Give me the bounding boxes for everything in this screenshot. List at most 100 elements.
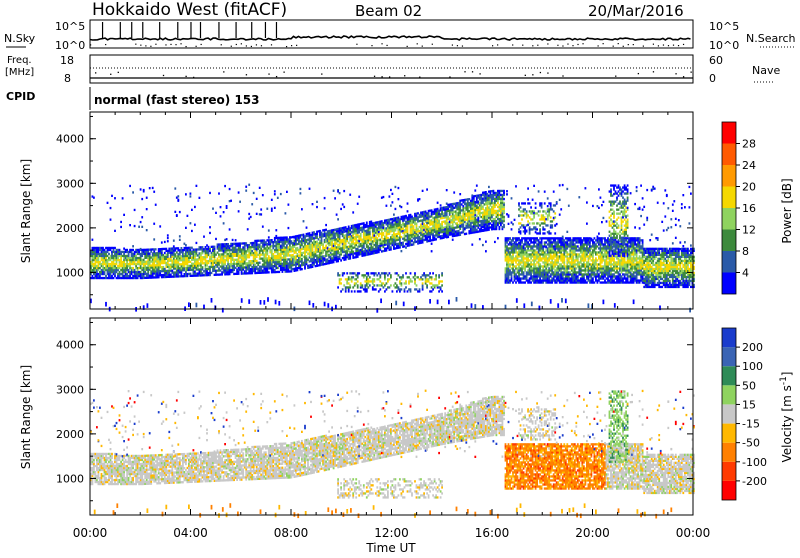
- power-cell: [384, 278, 386, 280]
- power-cell: [420, 212, 422, 214]
- power-cell: [416, 225, 418, 227]
- power-cell: [435, 276, 437, 278]
- noise-search-label: N.Search: [746, 32, 796, 45]
- power-cell: [340, 282, 342, 284]
- power-cell: [138, 251, 140, 253]
- power-cell: [512, 253, 514, 255]
- power-cell: [429, 272, 431, 274]
- power-cell: [340, 227, 342, 229]
- power-cell: [413, 243, 415, 245]
- power-cell: [506, 245, 508, 247]
- power-cell: [116, 271, 118, 273]
- power-cell: [187, 215, 189, 217]
- power-cell: [99, 273, 101, 275]
- power-cell: [280, 267, 282, 269]
- power-cell: [117, 269, 119, 271]
- power-cell: [480, 212, 482, 214]
- power-cell: [321, 264, 323, 266]
- power-cell: [405, 280, 407, 282]
- power-cell: [512, 223, 514, 225]
- power-cell: [346, 272, 348, 274]
- noise-search-dot: [577, 44, 578, 45]
- power-cell: [432, 288, 434, 290]
- power-cell: [521, 269, 523, 271]
- power-cell: [529, 216, 531, 218]
- power-cell: [378, 235, 380, 237]
- power-cell: [140, 263, 142, 265]
- power-cell: [532, 218, 534, 220]
- power-cell: [428, 274, 430, 276]
- power-cell: [364, 286, 366, 288]
- power-cell: [480, 206, 482, 208]
- power-cell: [360, 251, 362, 253]
- power-cell: [389, 272, 391, 274]
- power-cell: [220, 249, 222, 251]
- power-cell: [161, 252, 163, 254]
- power-cell: [441, 207, 443, 209]
- power-cell: [316, 233, 318, 235]
- power-cell: [280, 249, 282, 251]
- power-cell: [461, 231, 463, 233]
- power-cell: [131, 273, 133, 275]
- power-cell: [508, 277, 510, 279]
- power-cell: [535, 207, 537, 209]
- power-cell: [372, 286, 374, 288]
- power-cell: [188, 259, 190, 261]
- power-cell: [260, 208, 262, 210]
- freq-dot: [653, 71, 654, 72]
- power-cell: [173, 240, 175, 242]
- power-cell: [517, 257, 519, 259]
- power-cell: [360, 223, 362, 225]
- power-cell: [260, 270, 262, 272]
- power-cell: [340, 239, 342, 241]
- power-cell: [143, 189, 145, 191]
- power-cell: [390, 189, 392, 191]
- power-cell: [239, 244, 241, 246]
- power-cell: [526, 277, 528, 279]
- power-cell: [241, 248, 243, 250]
- power-cell: [518, 208, 520, 210]
- power-cell: [413, 225, 415, 227]
- power-cell: [521, 261, 523, 263]
- power-cell: [493, 190, 495, 192]
- power-cell: [140, 248, 142, 250]
- power-cell: [340, 247, 342, 249]
- power-cell: [381, 224, 383, 226]
- power-cell: [232, 239, 234, 241]
- power-cell: [200, 248, 202, 250]
- power-cell: [260, 246, 262, 248]
- power-cell: [539, 230, 541, 232]
- power-cell: [280, 265, 282, 267]
- power-cell: [337, 286, 339, 288]
- noise-search-dot: [246, 45, 247, 46]
- power-cell: [321, 244, 323, 246]
- power-cell: [541, 273, 543, 275]
- noise-search-dot: [386, 45, 387, 46]
- power-cell: [179, 269, 181, 271]
- power-cell: [435, 278, 437, 280]
- power-cell: [526, 251, 528, 253]
- freq-dot: [374, 76, 375, 77]
- power-cell: [238, 271, 240, 273]
- power-cell: [539, 255, 541, 257]
- nave-tick-low: 0: [709, 72, 716, 85]
- power-cell: [120, 226, 122, 228]
- power-cell: [301, 242, 303, 244]
- power-cell: [529, 232, 531, 234]
- power-cell: [191, 209, 193, 211]
- power-cell: [260, 254, 262, 256]
- noise-search-dot: [150, 46, 151, 47]
- power-cell: [280, 259, 282, 261]
- power-cell: [220, 255, 222, 257]
- power-cell: [280, 263, 282, 265]
- power-cell: [266, 208, 268, 210]
- power-cell: [538, 261, 540, 263]
- power-cell: [459, 206, 461, 208]
- power-cell: [280, 245, 282, 247]
- power-cell: [92, 239, 94, 241]
- power-cell: [218, 263, 220, 265]
- noise-search-dot: [492, 45, 493, 46]
- noise-search-dot: [256, 44, 257, 45]
- power-cell: [521, 251, 523, 253]
- power-cell: [399, 246, 401, 248]
